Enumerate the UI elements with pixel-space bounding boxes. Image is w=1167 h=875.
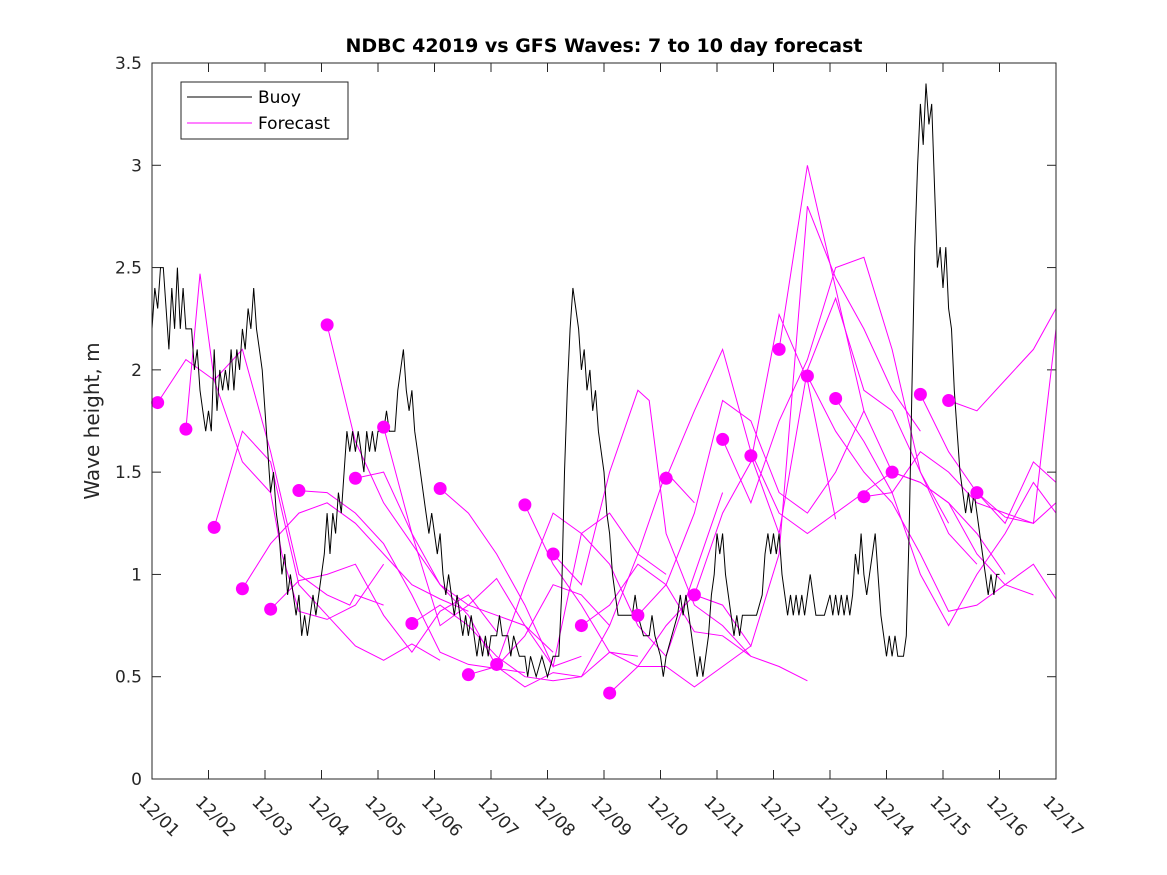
forecast-start-marker-24 (800, 369, 814, 383)
forecast-start-marker-21 (716, 432, 730, 446)
forecast-line-25 (835, 398, 1057, 627)
forecast-start-marker-3 (207, 520, 221, 534)
forecast-start-marker-2 (179, 422, 193, 436)
forecast-start-marker-27 (885, 465, 899, 479)
forecast-line-6 (298, 490, 525, 674)
forecast-start-marker-22 (744, 449, 758, 463)
forecast-start-marker-23 (772, 342, 786, 356)
y-tick-label: 1 (131, 565, 142, 585)
forecast-line-1 (157, 348, 384, 606)
forecast-line-11 (439, 488, 667, 669)
forecast-line-27 (891, 471, 1057, 600)
legend: Buoy Forecast (180, 81, 349, 140)
forecast-start-marker-29 (942, 394, 956, 408)
forecast-start-marker-10 (405, 617, 419, 631)
plot-area (152, 63, 1056, 779)
forecast-start-marker-12 (461, 668, 475, 682)
forecast-start-marker-8 (348, 471, 362, 485)
y-tick-label: 1.5 (115, 463, 142, 483)
y-axis-label: Wave height, m (80, 342, 104, 499)
forecast-start-marker-25 (829, 391, 843, 405)
forecast-start-marker-6 (292, 484, 306, 498)
forecast-start-marker-9 (377, 420, 391, 434)
forecast-line-17 (609, 312, 837, 694)
forecast-line-15 (552, 389, 752, 657)
buoy-line (151, 83, 1000, 679)
y-tick-label: 0 (131, 770, 142, 790)
legend-buoy-label: Buoy (258, 88, 301, 108)
forecast-start-marker-16 (574, 619, 588, 633)
y-tick-label: 3 (131, 156, 142, 176)
forecast-start-marker-30 (970, 486, 984, 500)
forecast-line-22 (750, 296, 978, 565)
forecast-start-marker-28 (913, 387, 927, 401)
legend-forecast-label: Forecast (258, 114, 330, 134)
buoy-series-group (151, 83, 1000, 679)
forecast-line-29 (948, 308, 1057, 412)
y-tick-label: 2 (131, 361, 142, 381)
forecast-line-16 (581, 563, 808, 682)
y-tick-label: 3.5 (115, 54, 142, 74)
forecast-start-marker-14 (518, 498, 532, 512)
forecast-start-markers (151, 318, 984, 700)
forecast-start-marker-7 (320, 318, 334, 332)
forecast-line-2 (185, 273, 385, 620)
chart-title: NDBC 42019 vs GFS Waves: 7 to 10 day for… (345, 35, 862, 57)
forecast-start-marker-1 (151, 396, 165, 410)
legend-box (180, 81, 349, 140)
y-tick-label: 0.5 (115, 668, 142, 688)
forecast-line-26 (863, 328, 1057, 524)
forecast-line-12 (468, 471, 695, 676)
forecast-start-marker-17 (603, 686, 617, 700)
forecast-line-28 (919, 394, 1057, 525)
y-tick-labels: 0 0.5 1 1.5 2 2.5 3 3.5 (115, 54, 142, 790)
forecast-line-3 (213, 430, 441, 661)
forecast-start-marker-4 (235, 582, 249, 596)
forecast-line-5 (270, 563, 497, 654)
forecast-start-marker-15 (546, 547, 560, 561)
axes-box (151, 62, 1057, 780)
forecast-line-18 (637, 399, 865, 616)
forecast-start-marker-26 (857, 490, 871, 504)
forecast-start-marker-11 (433, 482, 447, 496)
forecast-start-marker-20 (687, 588, 701, 602)
forecast-line-10 (411, 604, 638, 682)
forecast-line-8 (355, 471, 582, 668)
forecast-line-19 (665, 347, 893, 535)
forecast-start-marker-18 (631, 608, 645, 622)
forecast-series-group (157, 165, 1057, 694)
forecast-line-30 (976, 492, 1057, 524)
y-tick-label: 2.5 (115, 259, 142, 279)
forecast-start-marker-5 (264, 602, 278, 616)
forecast-line-24 (806, 375, 1034, 612)
forecast-start-marker-19 (659, 471, 673, 485)
forecast-start-marker-13 (490, 657, 504, 671)
